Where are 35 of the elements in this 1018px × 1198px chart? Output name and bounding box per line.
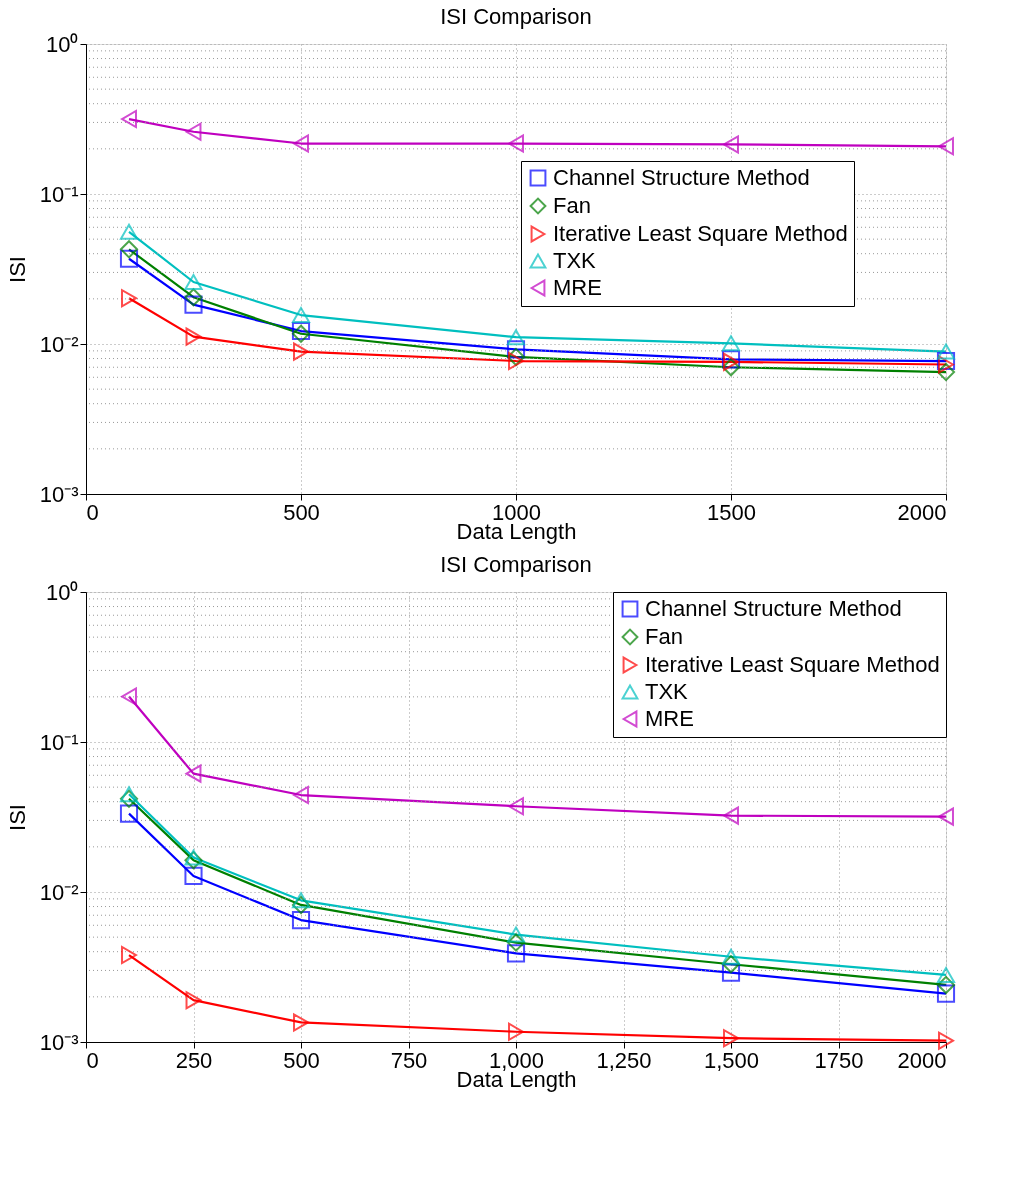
x-tick-label: 0 — [86, 1047, 99, 1073]
x-tick-label: 1500 — [707, 499, 756, 525]
chart-title: ISI Comparison — [440, 4, 592, 29]
y-tick-label: 10⁻¹ — [39, 729, 79, 755]
legend-label: Iterative Least Square Method — [645, 652, 940, 677]
chart-title: ISI Comparison — [440, 552, 592, 577]
legend-label: Channel Structure Method — [553, 165, 810, 190]
x-tick-label: 500 — [283, 499, 320, 525]
y-tick-label: 10⁰ — [46, 579, 79, 605]
x-tick-label: 1000 — [492, 499, 541, 525]
legend-label: MRE — [645, 706, 694, 731]
x-tick-label: 2000 — [897, 1047, 947, 1073]
x-tick-label: 750 — [390, 1047, 428, 1073]
legend-label: MRE — [553, 275, 602, 300]
legend-label: Channel Structure Method — [645, 596, 902, 621]
x-tick-label: 0 — [86, 499, 99, 525]
x-tick-label: 500 — [283, 1047, 320, 1073]
x-tick-label: 2000 — [897, 499, 947, 525]
x-tick-label: 250 — [175, 1047, 213, 1073]
legend-label: TXK — [645, 679, 689, 704]
y-tick-label: 10⁻² — [39, 879, 79, 905]
legend-label: Iterative Least Square Method — [553, 221, 848, 246]
x-tick-label: 1,250 — [596, 1047, 652, 1073]
y-tick-label: 10⁻² — [39, 331, 79, 357]
y-tick-label: 10⁻¹ — [39, 181, 79, 207]
x-tick-label: 1,500 — [703, 1047, 760, 1073]
legend-label: Fan — [645, 624, 683, 649]
y-axis-title: ISI — [4, 804, 30, 831]
y-tick-label: 10⁰ — [46, 31, 79, 57]
legend-label: Fan — [553, 193, 591, 218]
y-tick-label: 10⁻³ — [39, 481, 79, 507]
legend-label: TXK — [553, 248, 597, 273]
y-tick-label: 10⁻³ — [39, 1029, 79, 1055]
x-tick-label: 1750 — [814, 1047, 864, 1073]
y-axis-title: ISI — [4, 256, 30, 283]
